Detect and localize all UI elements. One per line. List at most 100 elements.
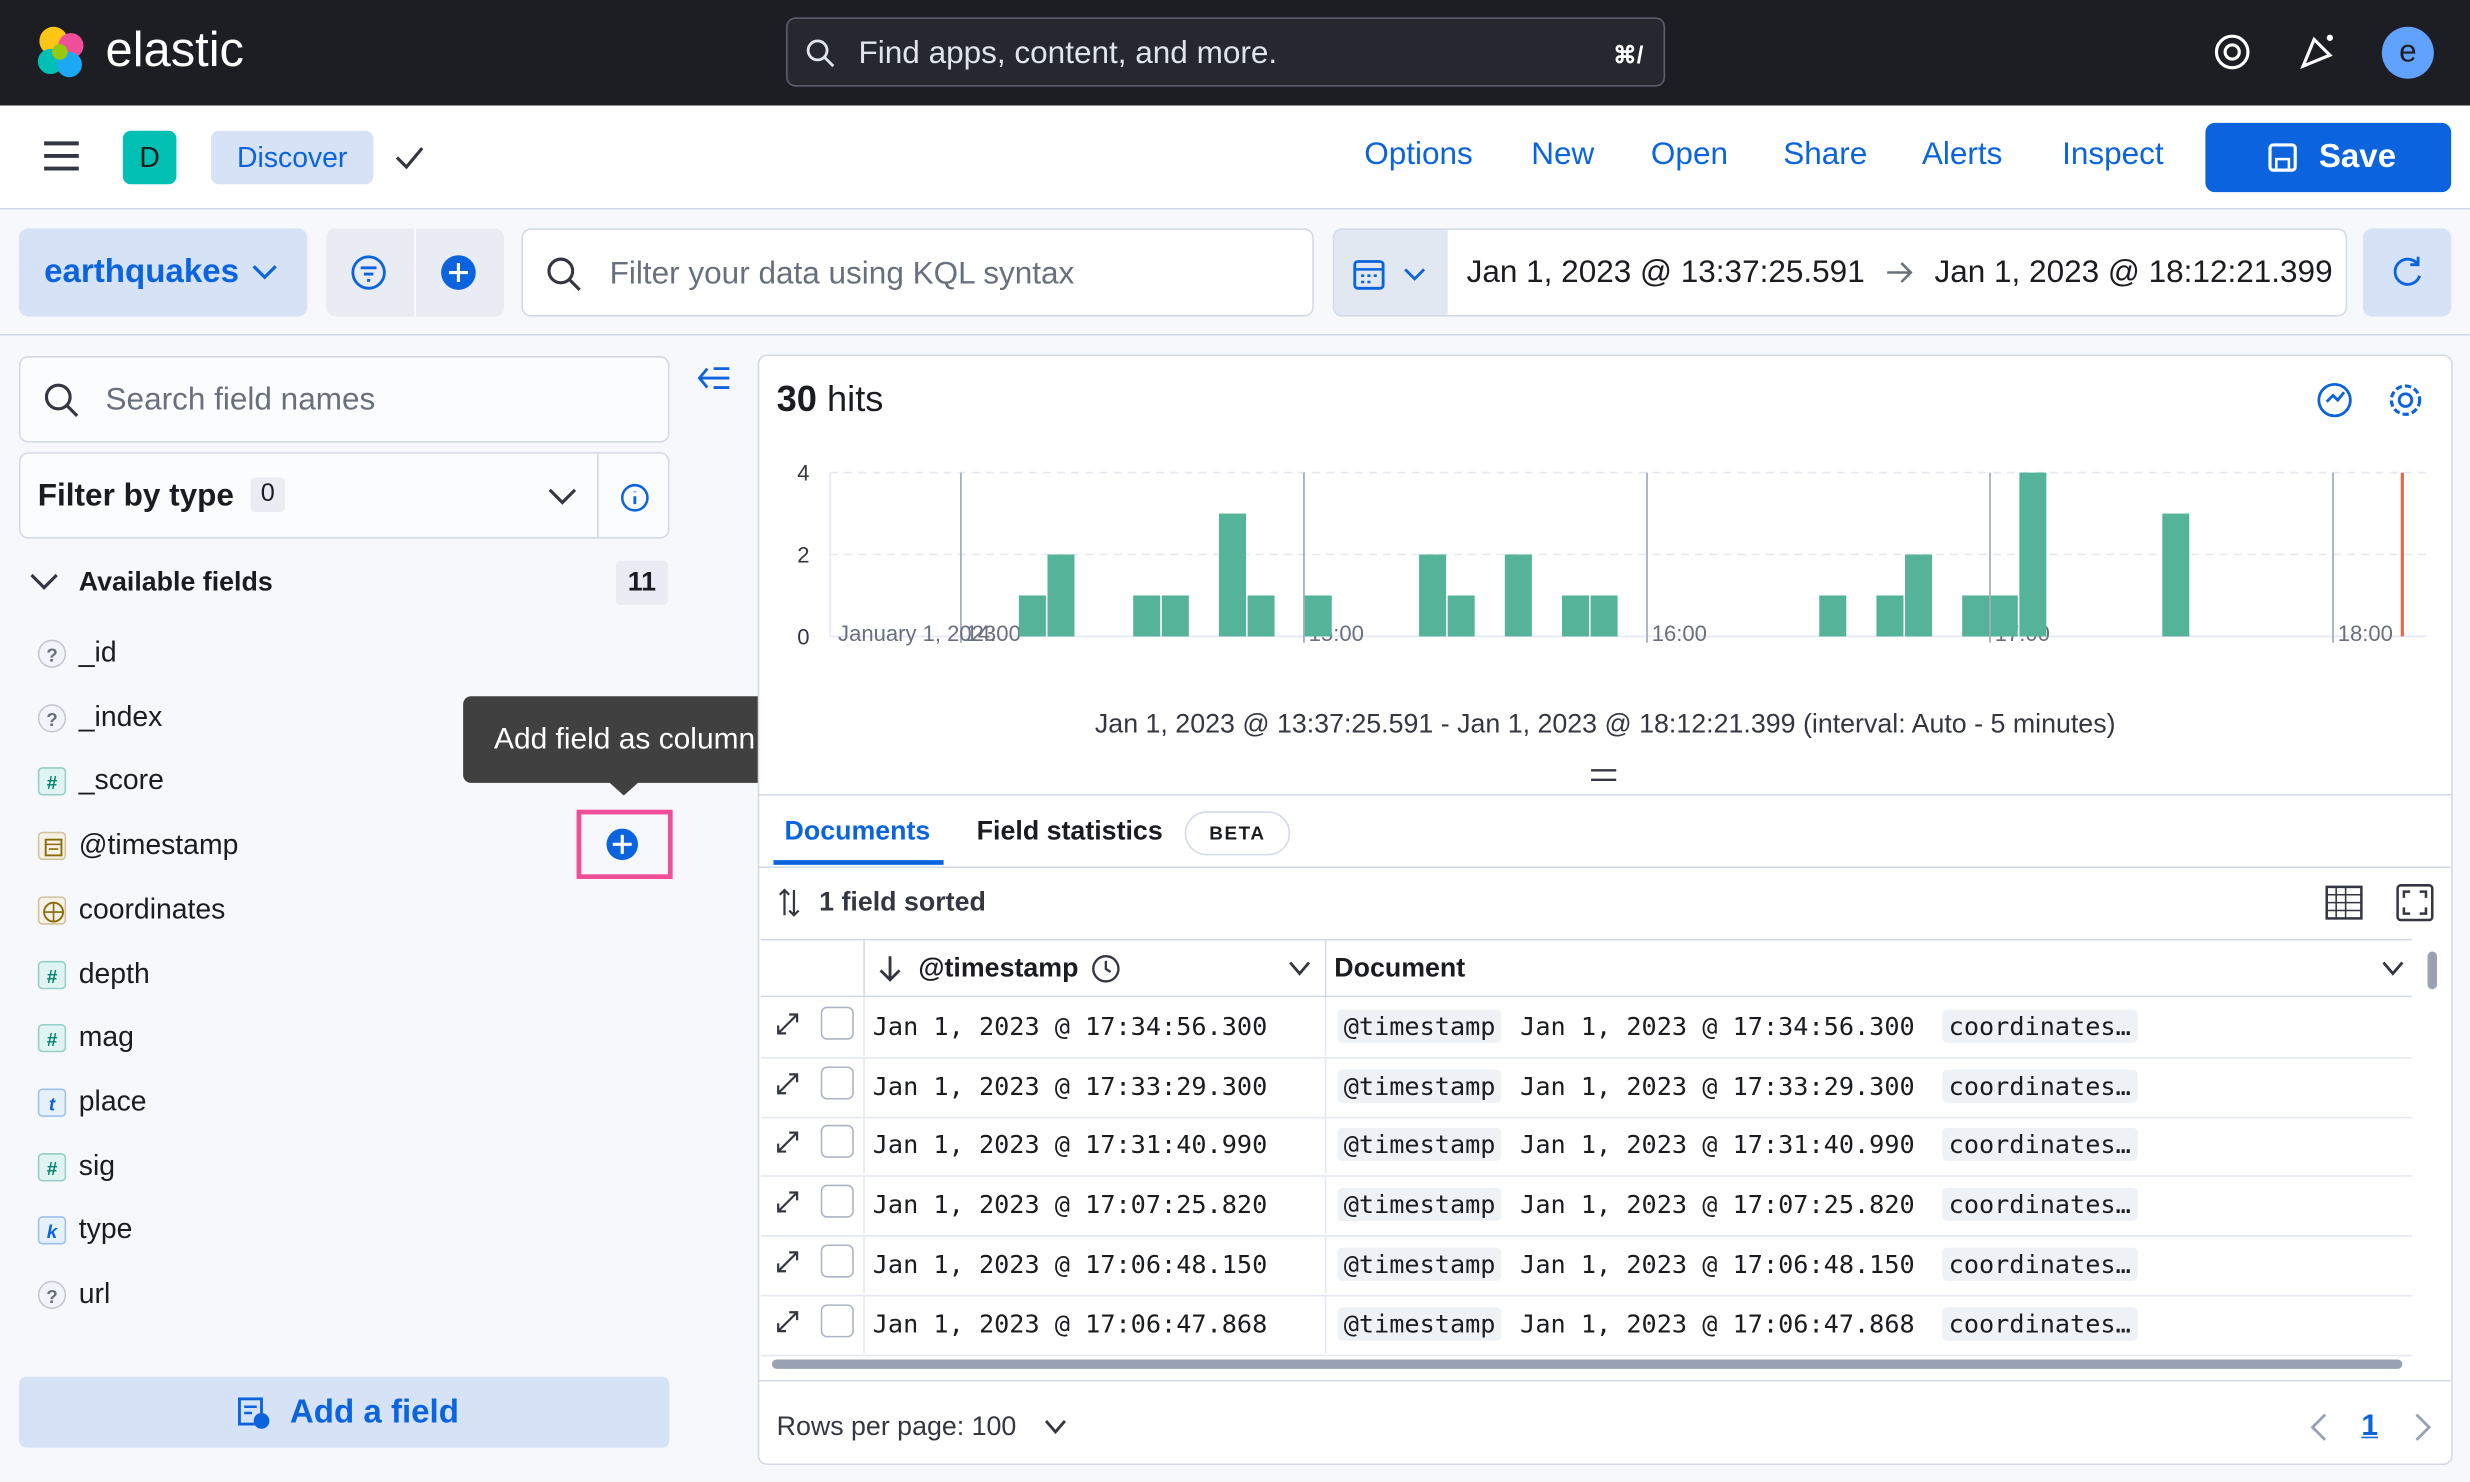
field-name[interactable]: @timestamp	[78, 828, 239, 861]
menu-link[interactable]: New	[1531, 137, 1595, 172]
column-menu[interactable]	[2380, 959, 2405, 978]
news-icon[interactable]	[2298, 30, 2339, 71]
cell-divider	[863, 1175, 865, 1234]
density-icon[interactable]	[2325, 884, 2363, 922]
v-scrollbar[interactable]	[2427, 951, 2437, 990]
bar	[1562, 595, 1590, 637]
fullscreen-icon[interactable]	[2396, 884, 2434, 922]
field-name[interactable]: depth	[78, 956, 150, 989]
rows-per-page[interactable]: Rows per page: 100	[776, 1411, 1017, 1442]
date-picker: Jan 1, 2023 @ 13:37:25.591 Jan 1, 2023 @…	[1332, 228, 2348, 317]
field-name[interactable]: place	[78, 1085, 147, 1117]
tab-documents[interactable]: Documents	[784, 816, 931, 846]
field-name[interactable]: mag	[78, 1021, 134, 1053]
chevron	[1044, 1419, 1066, 1435]
doc-more: coordinates…	[1942, 1187, 2138, 1222]
field-name[interactable]: _score	[78, 764, 164, 797]
column-document[interactable]: Document	[1334, 953, 1466, 983]
app-bar: D Discover Save	[0, 105, 2470, 210]
add-field-button[interactable]: Add a field	[18, 1376, 670, 1448]
field-search[interactable]: Search field names	[18, 356, 670, 443]
field-type-icon: #	[37, 1024, 67, 1053]
start-date[interactable]: Jan 1, 2023 @ 13:37:25.591	[1466, 255, 1865, 290]
interval-label: Jan 1, 2023 @ 13:37:25.591 - Jan 1, 2023…	[1094, 708, 2116, 739]
row-checkbox[interactable]	[820, 1065, 854, 1100]
space-badge[interactable]: D	[122, 130, 177, 185]
bar	[2019, 472, 2047, 637]
expand-glyph	[777, 1132, 799, 1154]
breadcrumb[interactable]: Discover	[211, 130, 374, 185]
h-scrollbar[interactable]	[771, 1359, 2403, 1369]
menu-link[interactable]: Share	[1783, 137, 1868, 172]
field-name[interactable]: coordinates	[78, 892, 226, 925]
field-count: 11	[615, 560, 668, 605]
resize-handle[interactable]	[1589, 767, 1617, 783]
kql-placeholder: Filter your data using KQL syntax	[609, 256, 1075, 292]
field-name[interactable]: url	[78, 1277, 111, 1310]
arrow-icon	[1887, 262, 1913, 283]
expand-icon[interactable]	[773, 1129, 801, 1165]
timestamp-cell: Jan 1, 2023 @ 17:07:25.820	[872, 1189, 1268, 1220]
menu-link[interactable]: Alerts	[1921, 137, 2003, 172]
bar	[1905, 554, 1933, 637]
filter-icon[interactable]	[350, 254, 388, 292]
row-checkbox[interactable]	[820, 1244, 854, 1278]
row-checkbox[interactable]	[820, 1125, 854, 1159]
data-view-picker[interactable]: earthquakes	[18, 228, 308, 317]
expand-glyph	[777, 1250, 799, 1273]
row-checkbox[interactable]	[820, 1303, 854, 1337]
add-filter-icon[interactable]	[440, 254, 478, 292]
sort-icon[interactable]	[777, 887, 802, 919]
expand-icon[interactable]	[773, 1010, 801, 1046]
expand-icon[interactable]	[773, 1188, 801, 1224]
field-name[interactable]: type	[78, 1213, 133, 1245]
add-column-button[interactable]	[605, 827, 640, 862]
next-page[interactable]	[2412, 1411, 2434, 1443]
expand-glyph	[777, 1072, 799, 1094]
info-icon[interactable]	[618, 480, 653, 515]
ai-icon[interactable]	[2314, 380, 2358, 424]
refresh-button[interactable]	[2362, 228, 2452, 317]
bar	[1247, 595, 1275, 637]
sidebar-collapse[interactable]	[695, 364, 733, 396]
global-search[interactable]: Find apps, content, and more. ⌘/	[786, 17, 1666, 87]
hit-count: 30	[776, 378, 817, 420]
collapse-chevron[interactable]	[28, 570, 60, 595]
menu-link[interactable]: Options	[1364, 137, 1473, 172]
avatar[interactable]: e	[2381, 26, 2434, 79]
save-button[interactable]: Save	[2205, 122, 2452, 193]
expand-icon[interactable]	[773, 1247, 801, 1283]
help-icon[interactable]	[2212, 32, 2253, 73]
column-menu[interactable]	[1287, 959, 1312, 978]
cell-divider	[863, 997, 865, 1056]
page-number[interactable]: 1	[2361, 1409, 2379, 1443]
shortcut: ⌘/	[1613, 42, 1644, 70]
menu-toggle[interactable]	[43, 139, 81, 174]
expand-icon[interactable]	[773, 1307, 801, 1343]
tooltip-arrow	[608, 781, 640, 796]
refresh-icon	[2393, 256, 2422, 286]
field-name[interactable]: _index	[78, 700, 163, 733]
field-type-icon: ?	[37, 1280, 67, 1310]
doc-more: coordinates…	[1942, 1069, 2138, 1103]
table-row: Jan 1, 2023 @ 17:34:56.300 @timestamp Jan …	[760, 997, 2412, 1059]
prev-page[interactable]	[2308, 1411, 2330, 1443]
expand-icon[interactable]	[773, 1069, 801, 1105]
doc-value: Jan 1, 2023 @ 17:06:48.150	[1520, 1248, 1915, 1279]
field-name[interactable]: sig	[78, 1149, 116, 1181]
sort-desc-icon[interactable]	[876, 953, 904, 985]
kql-input[interactable]: Filter your data using KQL syntax	[521, 228, 1314, 317]
end-date[interactable]: Jan 1, 2023 @ 18:12:21.399	[1934, 255, 2333, 290]
menu-link[interactable]: Open	[1650, 137, 1729, 172]
type-filter[interactable]: Filter by type 0	[18, 452, 670, 539]
field-name[interactable]: _id	[78, 636, 117, 668]
chart-settings[interactable]	[2385, 380, 2429, 424]
column-timestamp[interactable]: @timestamp	[918, 953, 1079, 983]
row-checkbox[interactable]	[820, 1006, 854, 1040]
calendar-glyph	[44, 838, 63, 857]
quick-menu[interactable]	[1334, 229, 1448, 316]
menu-link[interactable]: Inspect	[2062, 137, 2164, 172]
x-tick-label: 18:00	[2338, 621, 2393, 646]
row-checkbox[interactable]	[820, 1184, 854, 1218]
tab-field-statistics[interactable]: Field statistics	[976, 816, 1163, 846]
